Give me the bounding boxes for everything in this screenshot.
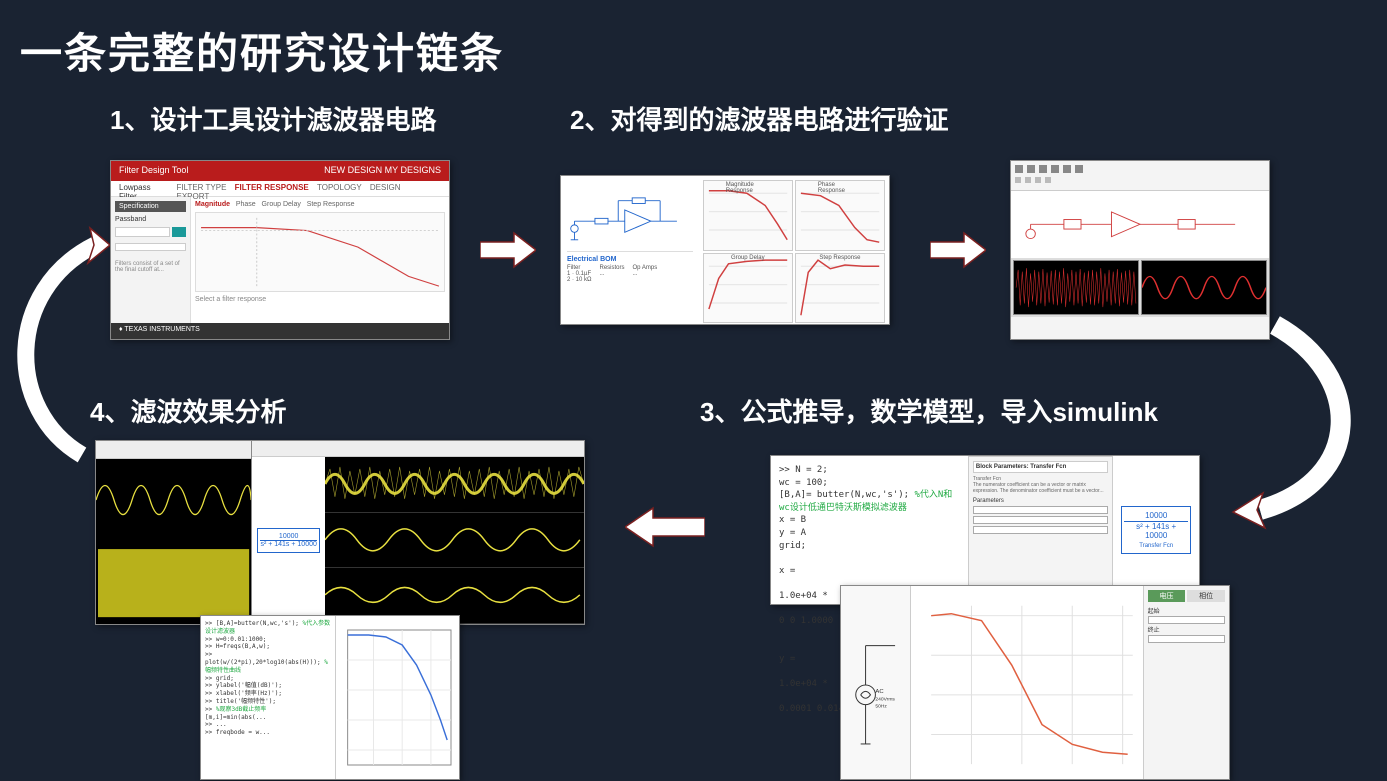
- p3b-tab-1[interactable]: 电压: [1148, 590, 1186, 602]
- p4b-plot: [335, 616, 459, 779]
- p1-subheader: Lowpass Filter FILTER TYPE FILTER RESPON…: [111, 181, 449, 197]
- p2a-chart-2-title: Group Delay: [731, 255, 765, 261]
- p2b-scope-2: [1141, 260, 1267, 315]
- p3b-sidebar: 电压 相位 起始 终止: [1144, 586, 1229, 779]
- p4a-scope: [325, 457, 584, 624]
- p1-main: Magnitude Phase Group Delay Step Respons…: [191, 197, 449, 323]
- p1-header-right: NEW DESIGN MY DESIGNS: [324, 165, 441, 177]
- p4a-right-toolbar: [252, 441, 584, 457]
- p1-tab-3[interactable]: Step Response: [307, 201, 355, 208]
- p1-nav-1: FILTER RESPONSE: [235, 183, 309, 192]
- p3b-curve: [931, 614, 1128, 755]
- main-title: 一条完整的研究设计链条: [20, 20, 504, 81]
- p1-sidebar-hdr: Specification: [115, 201, 186, 212]
- p1-nav: FILTER TYPE FILTER RESPONSE TOPOLOGY DES…: [170, 183, 441, 194]
- step1-panel: Filter Design Tool NEW DESIGN MY DESIGNS…: [110, 160, 450, 340]
- p1-sidebar-lbl: Passband: [115, 216, 186, 223]
- p2a-curve-3: [801, 260, 879, 315]
- p2a-circuit: [567, 182, 693, 252]
- p3b-plot: [911, 586, 1144, 779]
- p4a-wave-1: [325, 513, 584, 569]
- p1-header-title: Filter Design Tool: [119, 165, 188, 177]
- p1-footer: ♦ TEXAS INSTRUMENTS: [111, 323, 449, 339]
- p1-chart-note: Select a filter response: [195, 296, 445, 303]
- tf-num: 10000: [1124, 511, 1188, 522]
- p4a-left-scope: [96, 459, 251, 624]
- p2b-scopes: [1011, 258, 1269, 317]
- p2a-charts: Magnitude Response Phase Response Group …: [699, 176, 889, 324]
- p2b-scope-1: [1013, 260, 1139, 315]
- step2-title: 2、对得到的滤波器电路进行验证: [570, 100, 948, 137]
- p1-nav-2: TOPOLOGY: [317, 183, 362, 192]
- p1-input[interactable]: [115, 227, 170, 237]
- arrow-2a-2b: [930, 230, 986, 270]
- p2a-left: Electrical BOM Filter1 · 0.1µF2 · 10 kΩ …: [561, 176, 699, 324]
- p1-input2[interactable]: [115, 243, 186, 251]
- p1-sidebar: Specification Passband Filters consist o…: [111, 197, 191, 323]
- step2-panel-a: Electrical BOM Filter1 · 0.1µF2 · 10 kΩ …: [560, 175, 890, 325]
- p4a-wave-0: [325, 457, 584, 513]
- p3a-dialog: Block Parameters: Transfer Fcn Transfer …: [968, 456, 1114, 604]
- p1-tabs: Magnitude Phase Group Delay Step Respons…: [195, 201, 445, 208]
- p2a-chart-3: Step Response: [795, 253, 885, 324]
- step3-title: 3、公式推导，数学模型，导入simulink: [700, 392, 1158, 429]
- p4a-tf-den: s² + 141s + 10000: [260, 541, 316, 548]
- svg-text:50Hz: 50Hz: [875, 704, 887, 710]
- p1-nav-3: DESIGN: [370, 183, 401, 192]
- step4-panel-b: >> [B,A]=butter(N,wc,'s'); %代入参数设计滤波器>> …: [200, 615, 460, 780]
- p1-curve: [201, 228, 439, 287]
- p1-foot-text: TEXAS INSTRUMENTS: [124, 326, 199, 333]
- p3b-tab-2[interactable]: 相位: [1187, 590, 1225, 602]
- p1-nav-0: FILTER TYPE: [176, 183, 226, 192]
- step3-panel-b: AC 240Vrms 50Hz 电压 相位 起始 终止: [840, 585, 1230, 780]
- tf-block: 10000 s² + 141s + 10000 Transfer Fcn: [1121, 506, 1191, 554]
- p1-side-note: Filters consist of a set of the final cu…: [115, 261, 186, 273]
- svg-text:AC: AC: [875, 689, 884, 695]
- p2a-chart-1: Phase Response: [795, 180, 885, 251]
- tf-label: Transfer Fcn: [1124, 543, 1188, 549]
- p4a-tf: 10000 s² + 141s + 10000: [252, 457, 325, 624]
- arrow-1-2: [480, 230, 536, 270]
- p4b-code: >> [B,A]=butter(N,wc,'s'); %代入参数设计滤波器>> …: [201, 616, 335, 779]
- p3a-den-input[interactable]: [973, 516, 1109, 524]
- p3a-num-input[interactable]: [973, 506, 1109, 514]
- p2a-chart-2: Group Delay: [703, 253, 793, 324]
- p4a-right: 10000 s² + 141s + 10000: [252, 441, 584, 624]
- p1-tab-2[interactable]: Group Delay: [262, 201, 301, 208]
- tf-den: s² + 141s + 10000: [1124, 522, 1188, 540]
- p4a-tf-num: 10000: [260, 533, 316, 541]
- p2a-chart-0-title: Magnitude Response: [726, 182, 770, 194]
- arrow-4-1: [0, 225, 110, 475]
- p2a-chart-3-title: Step Response: [819, 255, 860, 261]
- p2a-chart-1-title: Phase Response: [818, 182, 862, 194]
- p3b-circuit: AC 240Vrms 50Hz: [841, 586, 911, 779]
- p1-chart: [195, 212, 445, 292]
- p2a-curve-1: [801, 193, 879, 242]
- p1-header: Filter Design Tool NEW DESIGN MY DESIGNS: [111, 161, 449, 181]
- p3a-state-input[interactable]: [973, 526, 1109, 534]
- p3a-code: >> N = 2;wc = 100;[B,A]= butter(N,wc,'s'…: [771, 456, 968, 604]
- p4a-left: [96, 441, 252, 624]
- p1-tab-0[interactable]: Magnitude: [195, 201, 230, 208]
- step4-panel-a: 10000 s² + 141s + 10000: [95, 440, 585, 625]
- step1-title: 1、设计工具设计滤波器电路: [110, 100, 436, 137]
- p1-subtitle: Lowpass Filter: [119, 183, 170, 194]
- p2a-chart-0: Magnitude Response: [703, 180, 793, 251]
- p4a-left-toolbar: [96, 441, 251, 459]
- p3a-block: 10000 s² + 141s + 10000 Transfer Fcn: [1113, 456, 1199, 604]
- p1-tab-1[interactable]: Phase: [236, 201, 256, 208]
- p3a-dlg-title: Block Parameters: Transfer Fcn: [973, 461, 1109, 473]
- arrow-3-4: [625, 505, 705, 549]
- p2a-bom-label: Electrical BOM: [567, 256, 693, 263]
- p2b-schematic: [1011, 191, 1269, 258]
- step4-title: 4、滤波效果分析: [90, 392, 286, 429]
- svg-text:240Vrms: 240Vrms: [875, 697, 895, 703]
- p2a-curve-0: [709, 191, 787, 240]
- p1-input-unit: [172, 227, 186, 237]
- p2b-toolbar: [1011, 161, 1269, 191]
- arrow-2-3: [1225, 310, 1387, 530]
- step3-panel-a: >> N = 2;wc = 100;[B,A]= butter(N,wc,'s'…: [770, 455, 1200, 605]
